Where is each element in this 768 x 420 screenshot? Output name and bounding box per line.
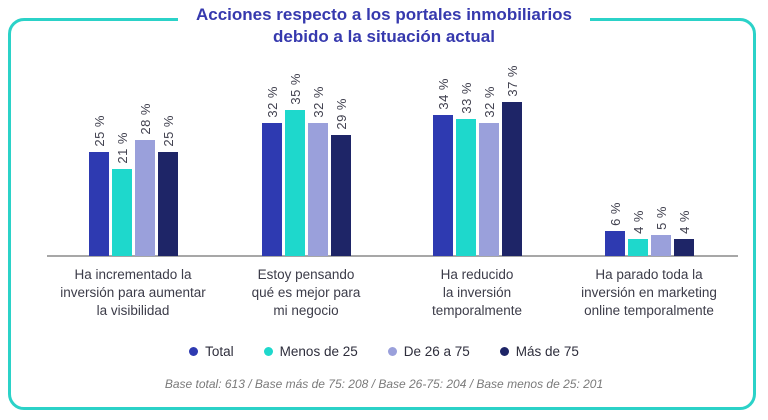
chart-title: Acciones respecto a los portales inmobil… [177,4,591,49]
bar [651,235,671,256]
bar [628,239,648,256]
bar [285,110,305,256]
base-note: Base total: 613 / Base más de 75: 208 / … [164,377,604,391]
bar-group: 34 % 33 % 32 % 37 % [433,65,522,256]
bar-column: 25 % [89,115,109,256]
category-label: Estoy pensando qué es mejor para mi nego… [251,267,361,319]
bar-value-label: 5 % [653,206,669,230]
bar-value-label: 32 % [264,86,280,118]
bar-value-label: 4 % [676,210,692,234]
bar-group: 32 % 35 % 32 % 29 % [262,73,351,256]
legend-dot-icon [189,347,199,356]
bar-column: 6 % [605,202,625,256]
legend-label: De 26 a 75 [403,344,470,359]
bar-value-label: 37 % [504,65,520,97]
bar-column: 32 % [479,86,499,256]
bar-column: 32 % [262,86,282,256]
bar [674,239,694,256]
plot-area: 25 % 21 % 28 % 25 % 32 % 35 % 32 % 29 % 34 % 33 %… [0,57,768,257]
bar [158,152,178,256]
bar [89,152,109,256]
bar [479,123,499,256]
category-label: Ha incrementado la inversión para aument… [60,267,206,319]
legend-label: Más de 75 [515,344,579,359]
legend-dot-icon [263,347,273,356]
bar-column: 34 % [433,78,453,256]
legend-dot-icon [499,347,509,356]
bar [262,123,282,256]
bar-value-label: 21 % [114,132,130,164]
bar-column: 4 % [674,210,694,256]
legend-label: Menos de 25 [279,344,358,359]
category-labels: Ha incrementado la inversión para aument… [0,266,768,328]
bar-column: 32 % [308,86,328,256]
bar [331,135,351,256]
bar-column: 37 % [502,65,522,256]
bar-column: 4 % [628,210,648,256]
bar-value-label: 33 % [458,82,474,114]
bar-column: 21 % [112,132,132,256]
legend-item-menos-de-25: Menos de 25 [263,344,358,359]
bar-value-label: 6 % [607,202,623,226]
bar-column: 28 % [135,103,155,256]
bar-group: 6 % 4 % 5 % 4 % [605,202,694,256]
bar-value-label: 25 % [160,115,176,147]
bar-value-label: 28 % [137,103,153,135]
bar [456,119,476,256]
bar [433,115,453,256]
legend-item-de-26-a-75: De 26 a 75 [387,344,470,359]
bar-column: 35 % [285,73,305,256]
legend: Total Menos de 25 De 26 a 75 Más de 75 [0,344,768,359]
x-axis-line [47,255,738,257]
category-label: Ha parado toda la inversión en marketing… [581,267,717,319]
bar-column: 33 % [456,82,476,256]
legend-dot-icon [387,347,397,356]
bar [308,123,328,256]
bar-value-label: 35 % [287,73,303,105]
bar [135,140,155,256]
category-label: Ha reducido la inversión temporalmente [431,267,523,319]
bar-value-label: 32 % [481,86,497,118]
legend-item-total: Total [189,344,234,359]
chart-title-line1: Acciones respecto a los portales inmobil… [195,5,573,24]
bar [502,102,522,256]
chart-title-line2: debido a la situación actual [272,27,495,47]
bar [112,169,132,256]
bar [605,231,625,256]
legend-item-más-de-75: Más de 75 [499,344,579,359]
bar-value-label: 32 % [310,86,326,118]
bar-group: 25 % 21 % 28 % 25 % [89,103,178,256]
bar-value-label: 25 % [91,115,107,147]
legend-label: Total [205,344,234,359]
bar-column: 25 % [158,115,178,256]
bar-value-label: 29 % [333,98,349,130]
bar-value-label: 34 % [435,78,451,110]
bar-column: 5 % [651,206,671,256]
bar-column: 29 % [331,98,351,256]
bar-value-label: 4 % [630,210,646,234]
